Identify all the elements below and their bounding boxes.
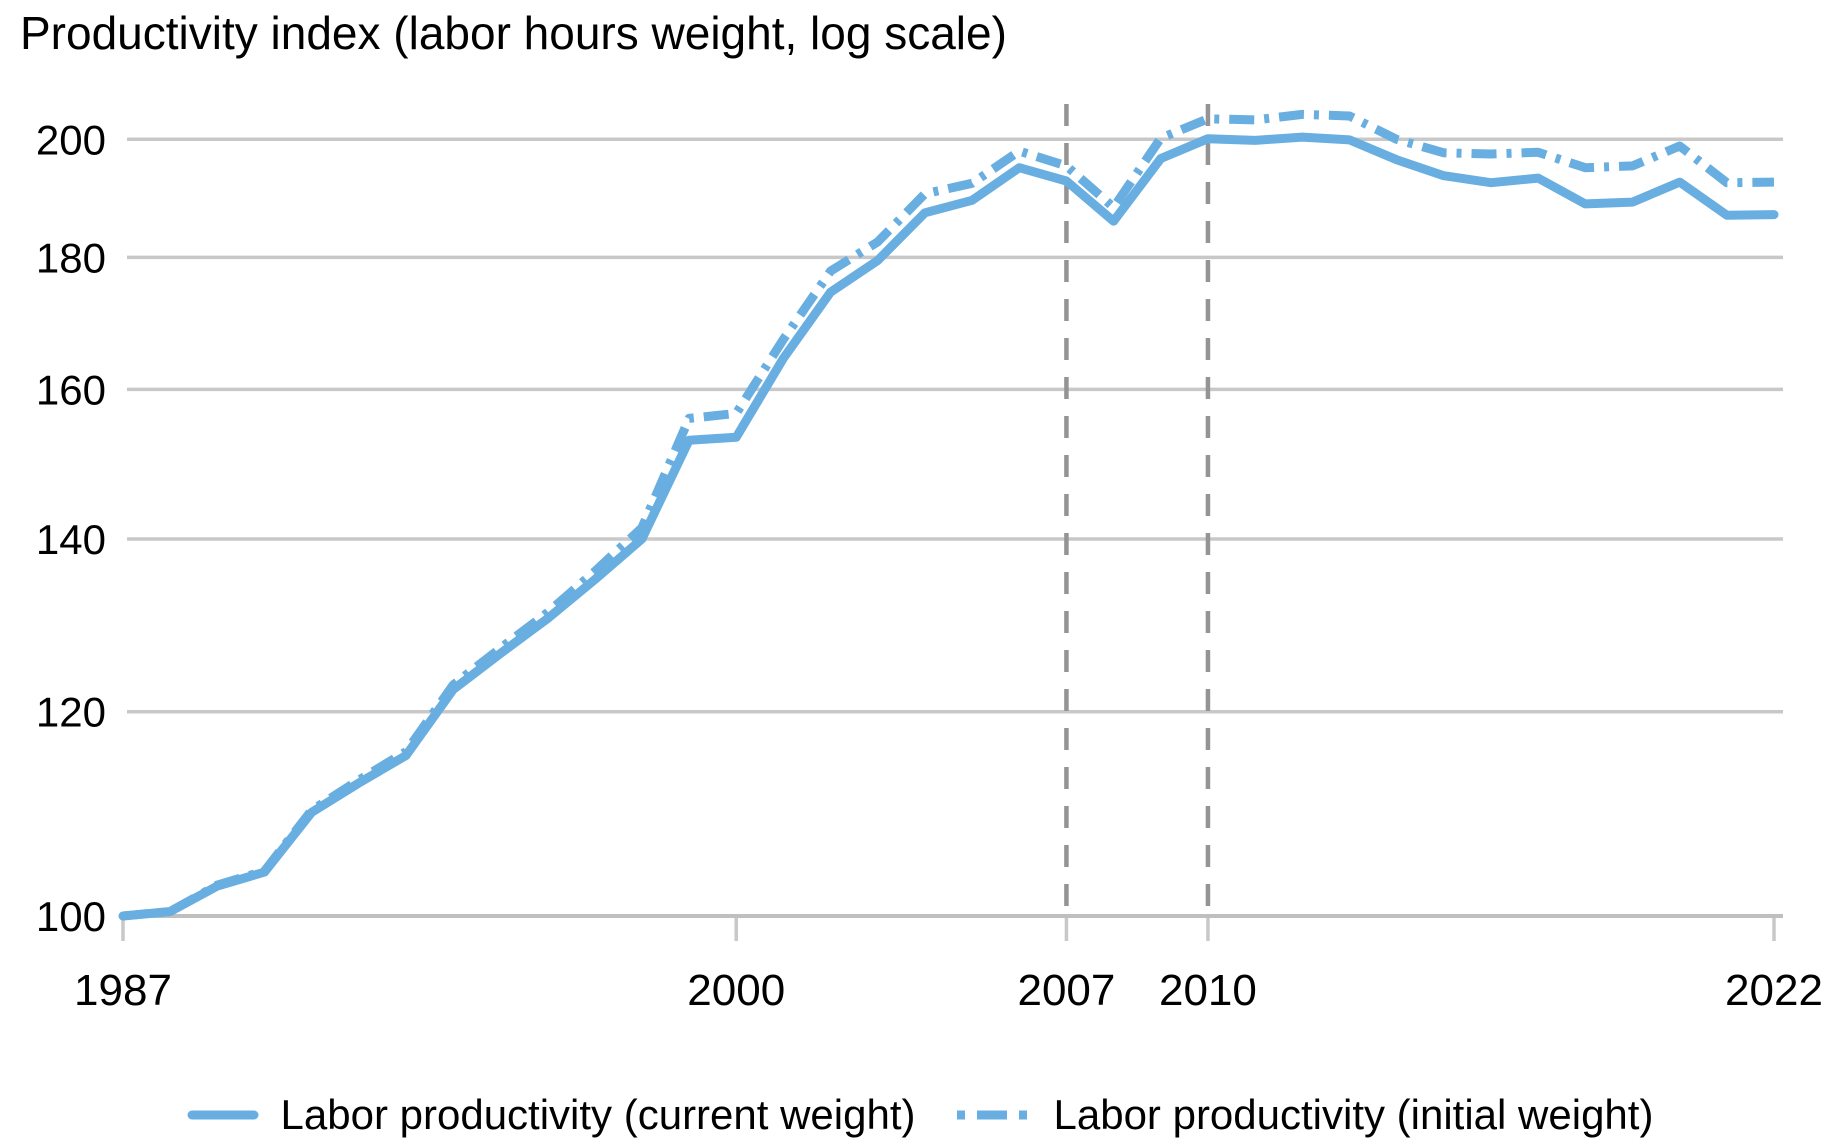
y-tick-label-180: 180 — [36, 234, 106, 281]
y-tick-label-100: 100 — [36, 893, 106, 940]
series-line-current-weight — [118, 132, 1779, 921]
chart-legend: Labor productivity (current weight) Labo… — [0, 1086, 1840, 1144]
x-tick-label-1987: 1987 — [74, 966, 172, 1015]
series-line-initial-weight — [122, 109, 1775, 921]
y-tick-label-140: 140 — [36, 516, 106, 563]
x-tick-label-2010: 2010 — [1159, 966, 1257, 1015]
legend-item-initial-weight: Labor productivity (initial weight) — [956, 1091, 1654, 1139]
legend-item-current-weight: Labor productivity (current weight) — [187, 1091, 916, 1139]
legend-label-initial-weight: Labor productivity (initial weight) — [1053, 1091, 1654, 1138]
legend-dash-dot-line-swatch — [956, 1110, 1031, 1120]
y-tick-label-200: 200 — [36, 116, 106, 163]
legend-solid-line-swatch — [187, 1110, 259, 1120]
productivity-line-chart: 100 120 140 160 180 200 1987 2000 2007 2010 2022 — [36, 104, 1823, 1015]
x-tick-label-2007: 2007 — [1017, 966, 1115, 1015]
y-tick-label-160: 160 — [36, 366, 106, 413]
x-tick-label-2000: 2000 — [687, 966, 785, 1015]
y-tick-label-120: 120 — [36, 689, 106, 736]
chart-title: Productivity index (labor hours weight, … — [20, 7, 1007, 59]
x-tick-label-2022: 2022 — [1725, 966, 1823, 1015]
legend-label-current-weight: Labor productivity (current weight) — [280, 1091, 916, 1138]
